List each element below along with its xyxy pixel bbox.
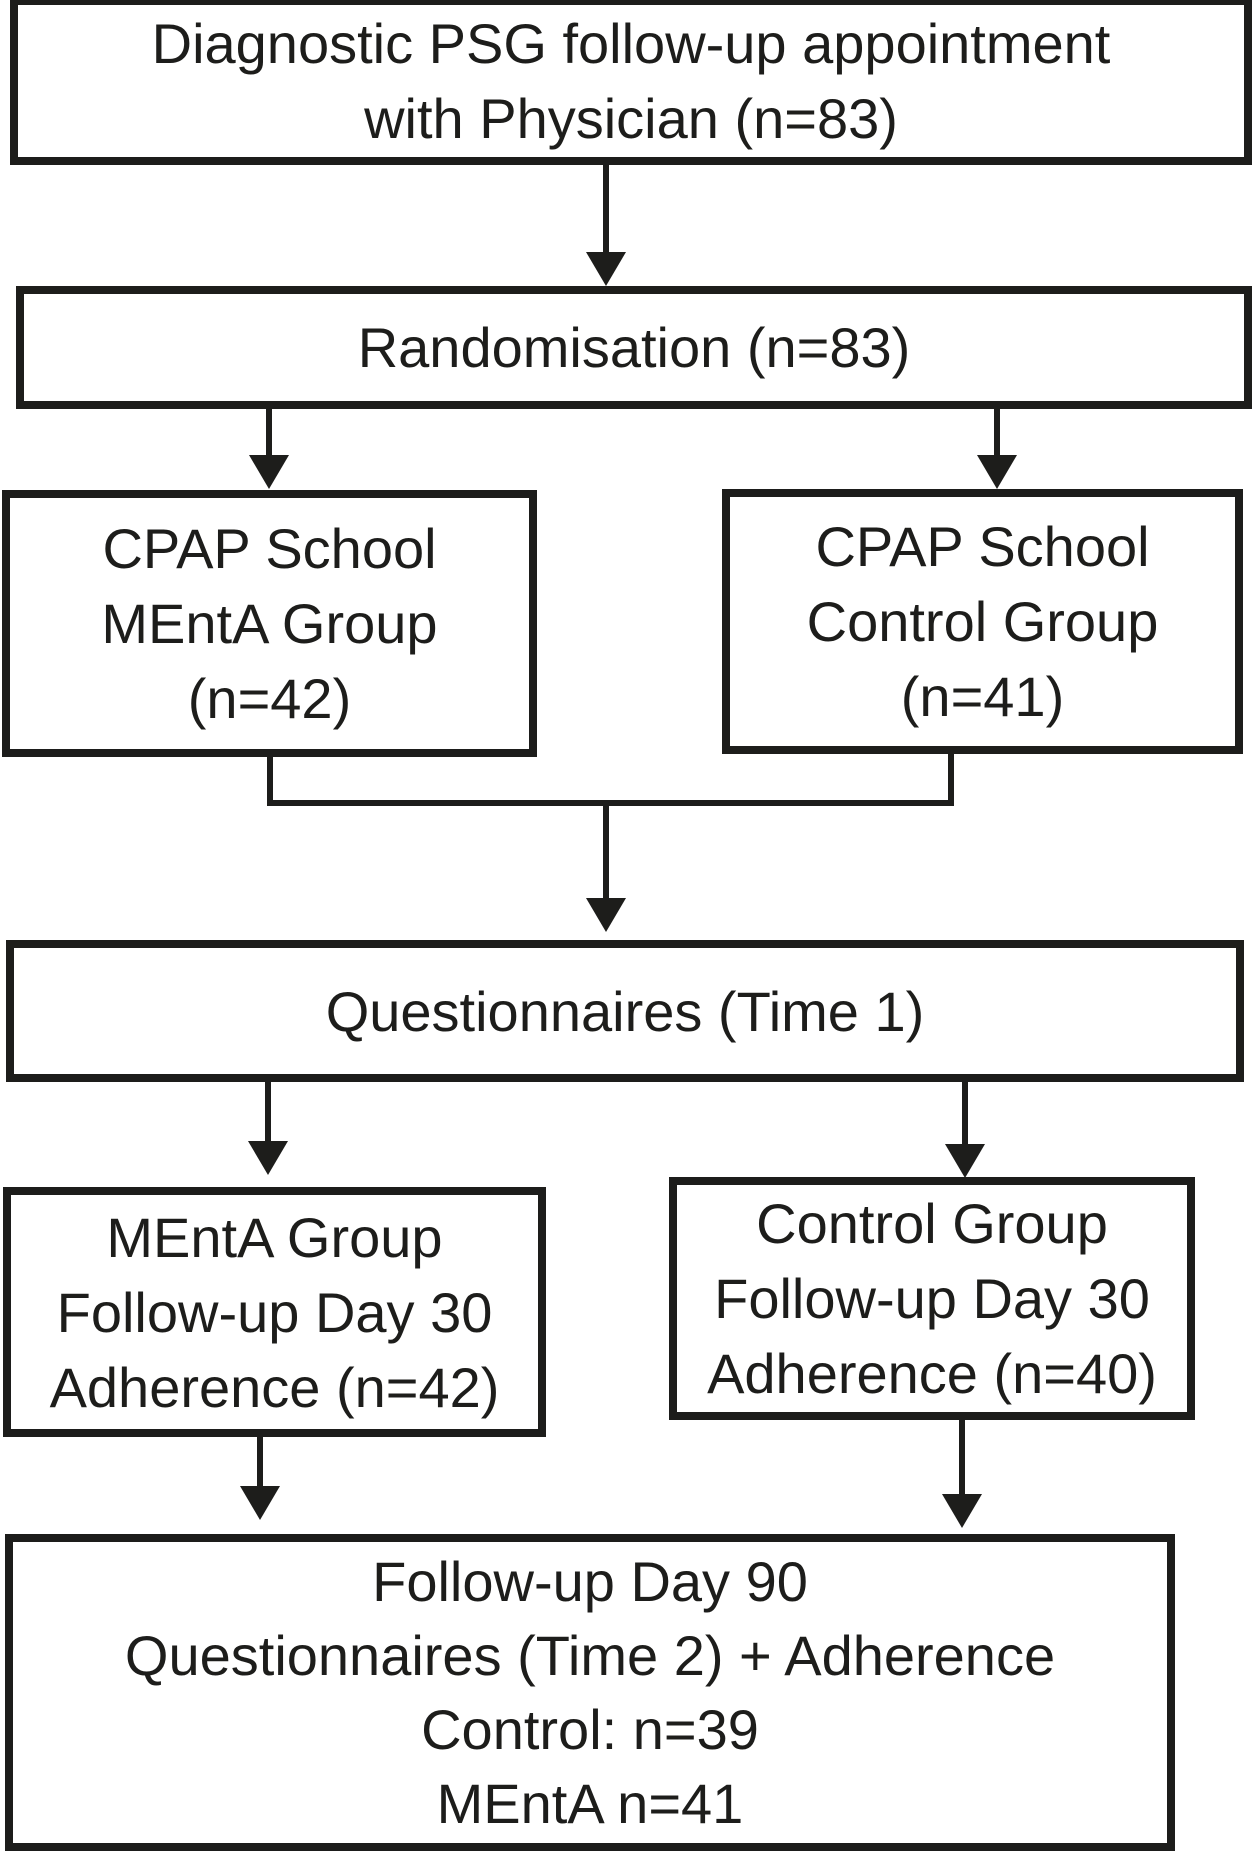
arrow-down-icon [586, 898, 626, 932]
arrow-down-icon [249, 455, 289, 489]
box-diagnostic-psg-followup: Diagnostic PSG follow-up appointment wit… [10, 0, 1252, 165]
box-text-line: Adherence (n=40) [707, 1342, 1157, 1405]
box-text-line: Control Group [756, 1192, 1108, 1255]
merge-connector-line [267, 800, 954, 806]
arrow-down-icon [942, 1494, 982, 1528]
box-text-line: Control Group [806, 590, 1159, 653]
box-randomisation: Randomisation (n=83) [16, 286, 1252, 409]
connector-line [257, 1435, 263, 1489]
connector-line [962, 1080, 968, 1146]
box-followup-day90: Follow-up Day 90 Questionnaires (Time 2)… [5, 1534, 1175, 1851]
box-text-line: CPAP School [815, 515, 1150, 578]
box-questionnaires-time1: Questionnaires (Time 1) [6, 940, 1244, 1082]
connector-line [959, 1418, 965, 1496]
box-text-line: (n=41) [900, 665, 1065, 728]
box-text-line: CPAP School [102, 517, 437, 580]
connector-line [948, 752, 954, 806]
connector-line [267, 755, 273, 806]
arrow-down-icon [248, 1141, 288, 1175]
box-cpap-school-control-group: CPAP School Control Group (n=41) [722, 489, 1243, 754]
arrow-down-icon [240, 1486, 280, 1520]
box-text-line: Control: n=39 [421, 1697, 759, 1761]
connector-line [603, 806, 609, 902]
box-text-line: with Physician (n=83) [364, 87, 898, 150]
box-text-line: Diagnostic PSG follow-up appointment [151, 12, 1111, 75]
connector-line [994, 407, 1000, 457]
box-text-line: Questionnaires (Time 1) [325, 979, 925, 1043]
connector-line [266, 407, 272, 457]
box-control-group-day30: Control Group Follow-up Day 30 Adherence… [669, 1177, 1195, 1420]
box-text-line: Adherence (n=42) [49, 1355, 500, 1419]
connector-line [603, 163, 609, 255]
box-text-line: MEntA Group [106, 1205, 443, 1269]
box-text-line: Follow-up Day 30 [714, 1267, 1150, 1330]
arrow-down-icon [977, 455, 1017, 489]
box-text-line: (n=42) [187, 667, 352, 730]
box-text-line: Follow-up Day 90 [372, 1549, 808, 1613]
box-text-line: MEntA Group [101, 592, 438, 655]
arrow-down-icon [945, 1144, 985, 1178]
box-cpap-school-menta-group: CPAP School MEntA Group (n=42) [2, 490, 537, 757]
box-text-line: Questionnaires (Time 2) + Adherence [124, 1623, 1056, 1687]
box-text-line: Randomisation (n=83) [357, 316, 911, 379]
arrow-down-icon [586, 252, 626, 286]
connector-line [265, 1080, 271, 1144]
box-text-line: Follow-up Day 30 [56, 1280, 493, 1344]
box-text-line: MEntA n=41 [436, 1771, 744, 1835]
box-menta-group-day30: MEntA Group Follow-up Day 30 Adherence (… [3, 1187, 546, 1437]
